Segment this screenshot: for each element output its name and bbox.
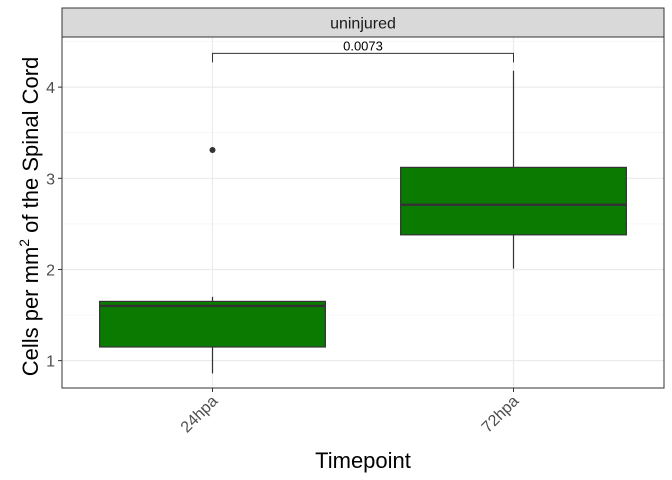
y-axis-title-suffix: of the Spinal Cord (18, 57, 43, 239)
x-axis-title: Timepoint (315, 448, 411, 473)
x-tick-label: 24hpa (178, 393, 222, 437)
box-iqr (99, 300, 326, 348)
comparison-p-value: 0.0073 (343, 38, 383, 53)
y-axis-title-main: Cells per mm (18, 247, 43, 377)
boxes (99, 70, 627, 374)
y-axis-title-superscript: 2 (16, 239, 32, 247)
y-axis-title: Cells per mm2 of the Spinal Cord (16, 57, 43, 377)
x-tick-label: 72hpa (479, 393, 523, 437)
facet-strip (61, 7, 665, 38)
box-72hpa (400, 70, 627, 269)
facet-label: uninjured (330, 16, 396, 33)
y-tick-label: 1 (46, 354, 55, 371)
x-axis: 24hpa 72hpa (178, 388, 523, 437)
y-tick-label: 3 (46, 171, 55, 188)
y-axis: 1 2 3 4 (46, 80, 62, 371)
box-iqr (400, 166, 627, 236)
y-tick-label: 4 (46, 80, 55, 97)
outlier-point (209, 147, 216, 154)
comparison-bracket (212, 52, 514, 63)
y-tick-label: 2 (46, 262, 55, 279)
comparison-annotation: 0.0073 (212, 38, 514, 63)
box-24hpa (99, 147, 326, 374)
panel-border (61, 36, 665, 389)
